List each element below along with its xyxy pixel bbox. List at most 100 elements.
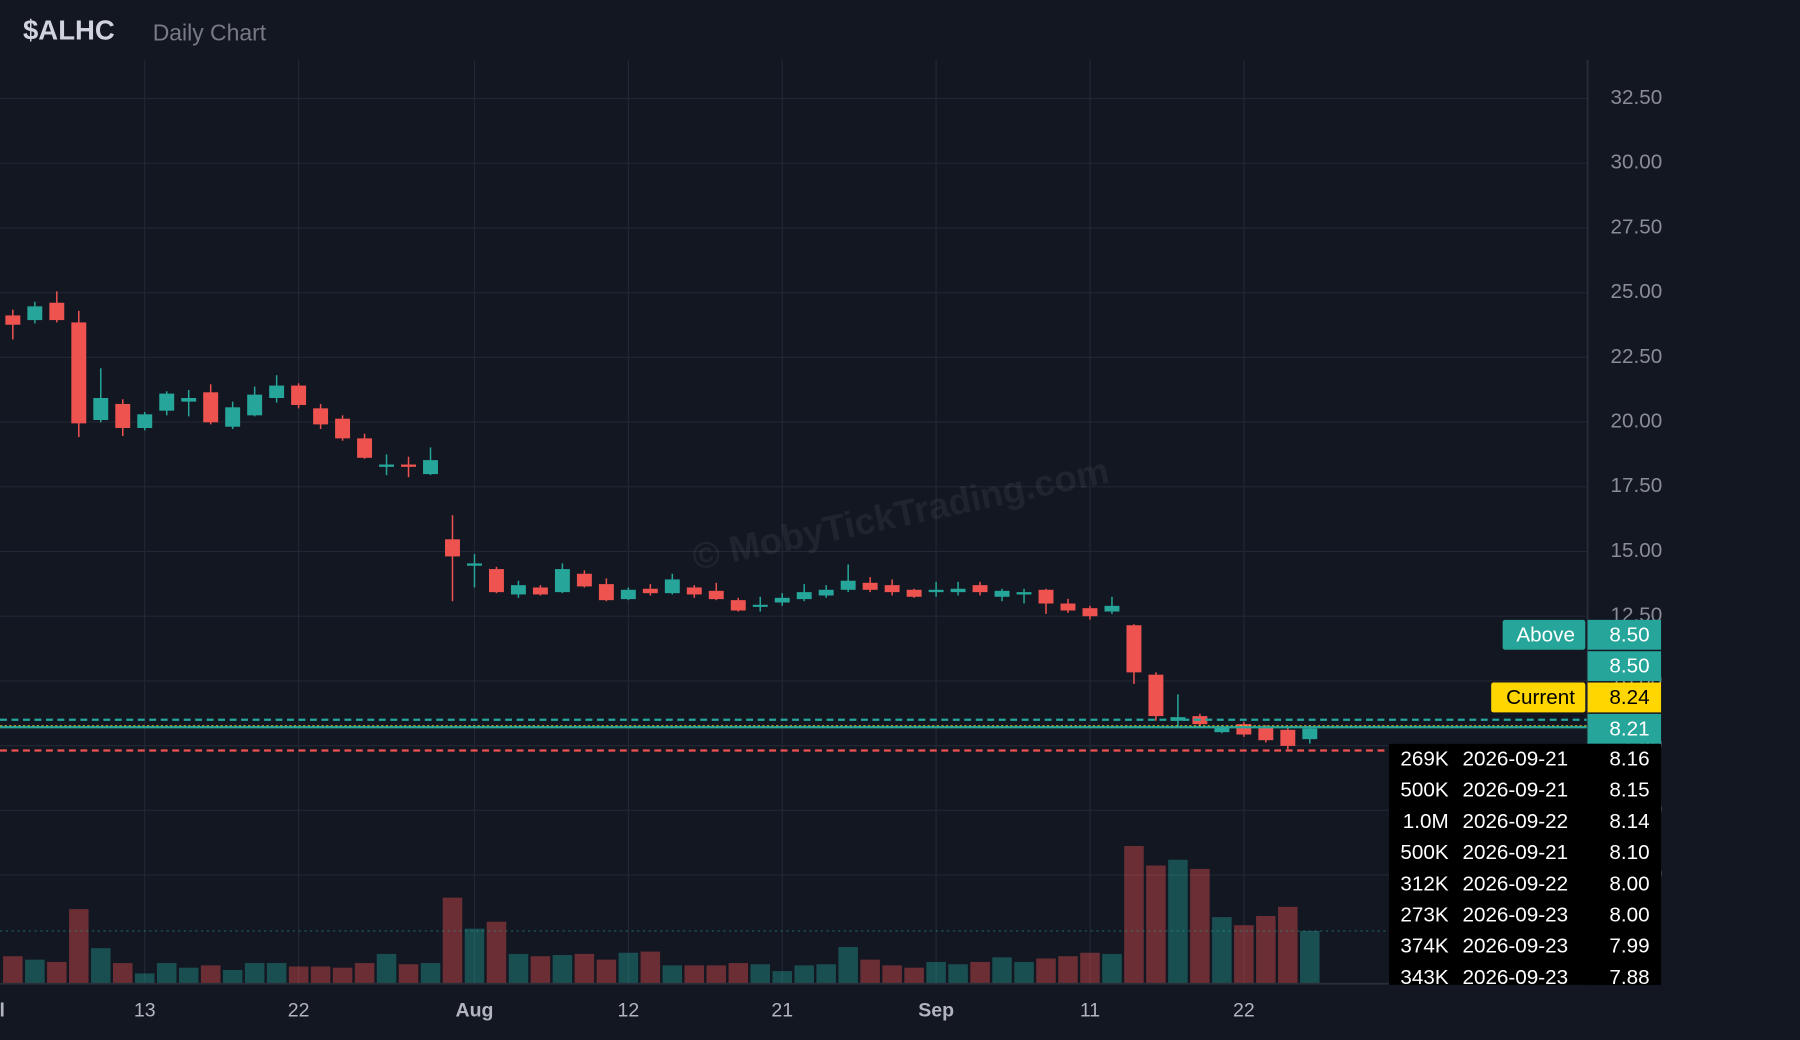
x-tick-label: 22 [1233, 999, 1255, 1021]
candle-body [181, 397, 197, 402]
x-tick-label: Aug [456, 999, 494, 1021]
candle-body [115, 403, 131, 429]
volume-bar [838, 947, 858, 984]
volume-bar [464, 928, 485, 984]
volume-bar [618, 952, 639, 984]
candle-body [840, 580, 856, 590]
candle-body [950, 588, 966, 593]
candle-body [1038, 589, 1054, 604]
price-tag-box [1587, 682, 1662, 713]
axes: 32.50 30.00 27.50 25.00 22.50 20.00 17.50 15.00… [0, 59, 1663, 1021]
candle-body [1060, 603, 1076, 611]
candle-body [928, 589, 944, 593]
volume-bar [1036, 958, 1056, 984]
volume-bar [200, 965, 221, 984]
x-tick-label: 12 [617, 999, 639, 1021]
chart-subtitle: Daily Chart [153, 19, 267, 45]
candle-body [752, 604, 768, 607]
candle-body [884, 585, 900, 593]
volume-bar [706, 965, 727, 984]
candle-body [49, 302, 65, 321]
candle-body [664, 579, 680, 594]
order-date: 2026-09-21 [1462, 747, 1568, 770]
order-date: 2026-09-22 [1462, 810, 1568, 833]
x-tick-label: 11 [1080, 999, 1100, 1021]
candle-body [598, 584, 614, 601]
candle-body [532, 587, 548, 595]
y-tick-label: 25.00 [1611, 280, 1663, 303]
order-date: 2026-09-23 [1462, 935, 1568, 958]
price-tag-value: 8.24 [1609, 686, 1649, 709]
volume-bar [354, 963, 375, 984]
volume-bar [750, 964, 770, 984]
order-date: 2026-09-23 [1462, 903, 1568, 926]
order-price: 8.16 [1609, 747, 1649, 770]
volume-bar [970, 961, 990, 984]
volume-bar [684, 965, 705, 984]
order-price: 7.88 [1609, 966, 1649, 989]
candle-body [423, 460, 438, 475]
x-tick-label: 22 [288, 999, 310, 1021]
order-size: 500K [1400, 841, 1448, 864]
volume-bar [486, 921, 507, 984]
volume-bar [1146, 865, 1166, 984]
volume-bar [662, 965, 683, 984]
volume-bar [508, 953, 529, 984]
price-tag-box [1587, 713, 1662, 744]
y-tick-label: 20.00 [1611, 410, 1663, 433]
volume-bar [310, 966, 331, 984]
candle-body [445, 539, 460, 557]
x-tick-label: Jul [0, 999, 5, 1021]
volume-bar [1168, 859, 1188, 984]
volume-bar [332, 967, 353, 984]
candle-layer [5, 291, 1318, 750]
volume-bar [794, 965, 814, 984]
price-tag-box [1587, 619, 1662, 650]
volume-bar [266, 963, 287, 984]
candle-body [225, 407, 241, 427]
y-tick-label: 22.50 [1611, 345, 1663, 368]
order-price: 7.99 [1609, 935, 1649, 958]
candle-body [1104, 605, 1120, 612]
volume-bar [47, 961, 67, 984]
x-tick-label: Sep [918, 999, 954, 1021]
y-tick-label: 30.00 [1611, 151, 1663, 174]
candle-body [1214, 727, 1230, 733]
y-tick-label: 17.50 [1611, 474, 1663, 497]
candle-body [576, 573, 592, 587]
candle-body [796, 592, 812, 600]
candle-body [994, 590, 1010, 597]
order-book-background [1389, 743, 1662, 985]
candle-body [93, 397, 109, 420]
volume-bar [91, 948, 111, 984]
volume-bar [25, 959, 45, 984]
chart-title: $ALHC [23, 14, 115, 45]
volume-bar [442, 897, 463, 984]
candle-body [554, 569, 570, 593]
volume-bar [926, 961, 946, 984]
order-size: 273K [1400, 903, 1448, 926]
candle-body [972, 585, 988, 593]
candle-body [862, 582, 878, 590]
volume-bar [860, 959, 880, 984]
order-price: 8.00 [1609, 872, 1649, 895]
candle-body [379, 464, 395, 467]
candle-body [357, 438, 373, 458]
volume-bar [1212, 917, 1232, 984]
candle-body [313, 408, 329, 425]
order-size: 500K [1400, 779, 1448, 802]
order-price: 8.15 [1609, 779, 1649, 802]
volume-bar [178, 967, 199, 984]
order-book: 269K 2026-09-21 8.16 500K 2026-09-21 8.15 1.0M… [1389, 743, 1662, 989]
candle-body [269, 385, 285, 398]
candle-body [203, 392, 219, 423]
price-tag-label: Above [1516, 623, 1575, 646]
volume-bar [992, 957, 1012, 984]
candle-body [137, 414, 153, 429]
volume-bar [596, 959, 617, 984]
volume-bar [904, 967, 924, 984]
price-tag-label-box [1502, 619, 1586, 650]
volume-bar [3, 956, 23, 984]
volume-bar [222, 969, 243, 984]
order-size: 343K [1400, 966, 1448, 989]
